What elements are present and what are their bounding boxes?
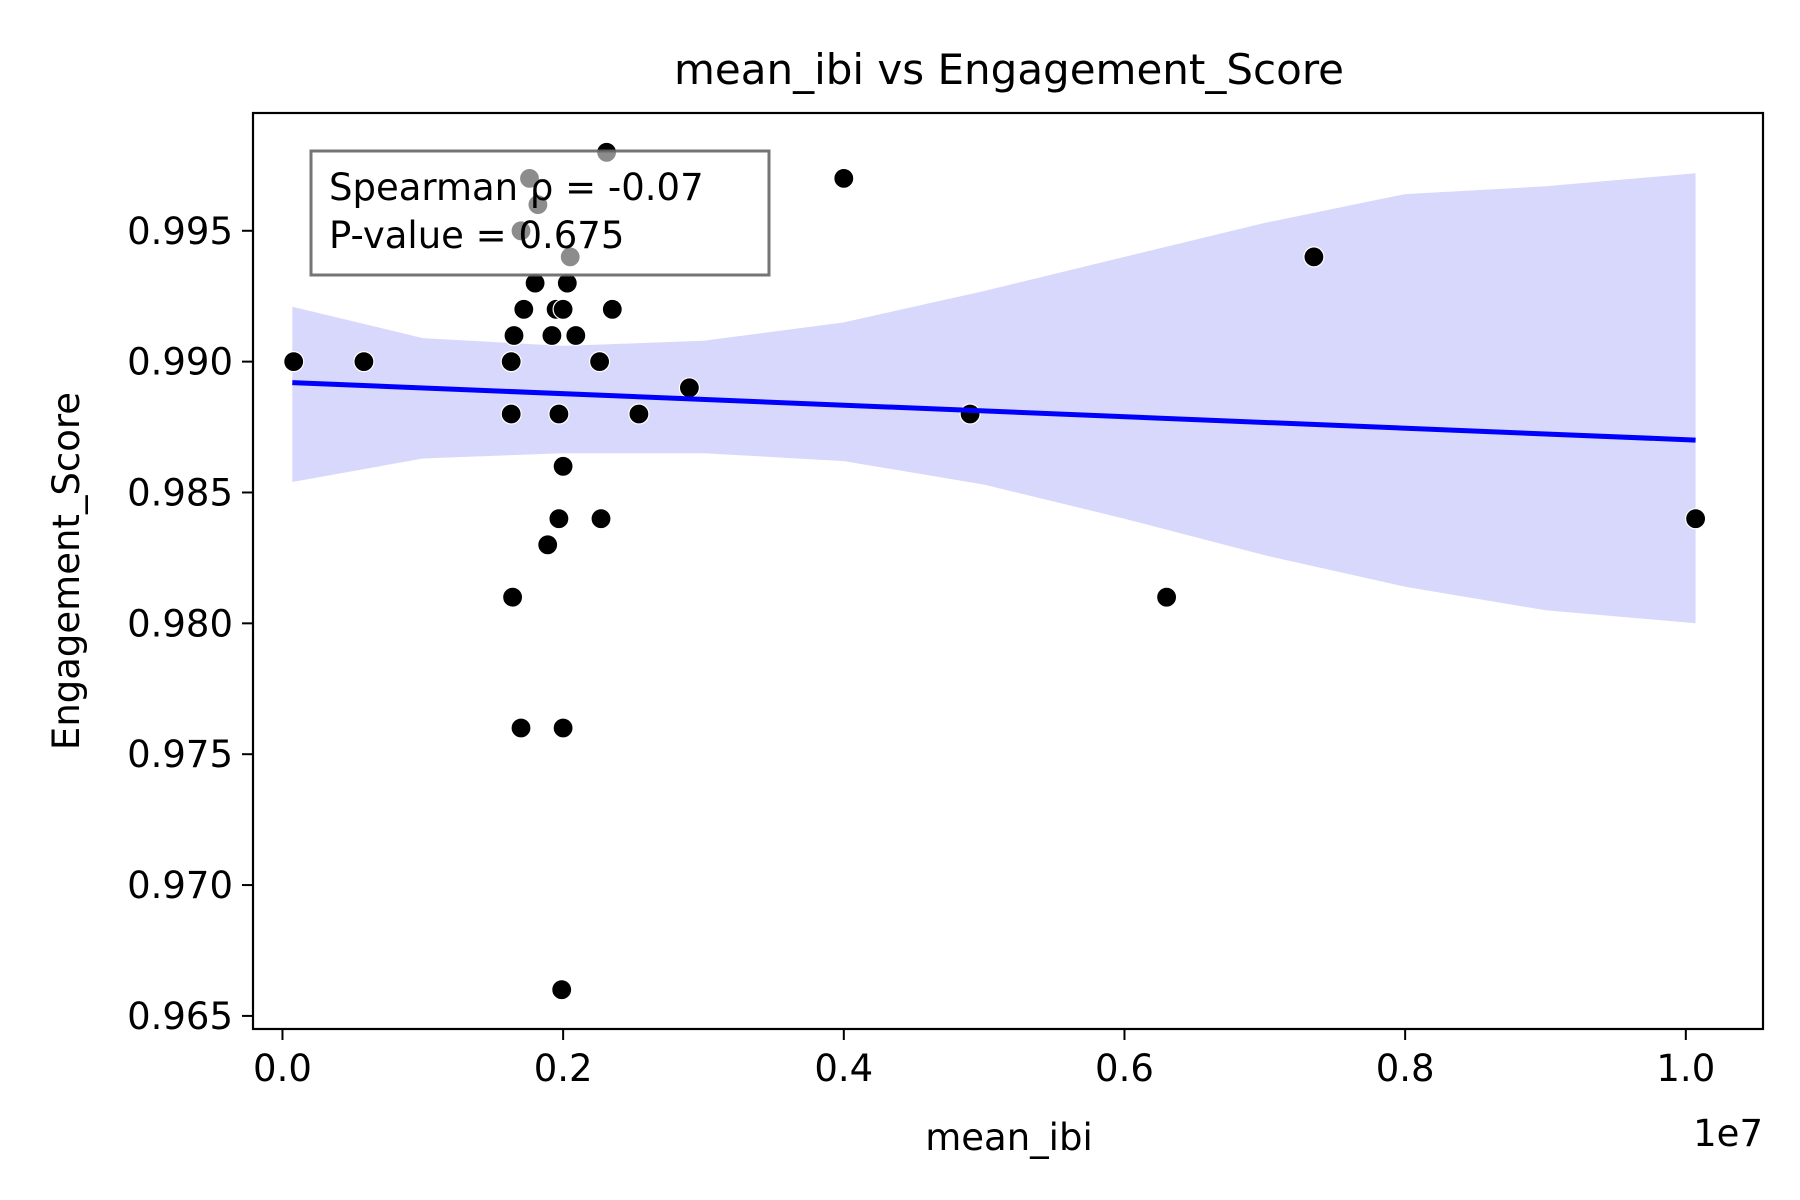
data-point — [833, 167, 855, 189]
x-tick-label: 0.4 — [814, 1047, 873, 1090]
data-point — [1684, 508, 1707, 530]
data-point — [541, 324, 563, 347]
y-tick-label: 0.970 — [127, 864, 233, 907]
data-point — [565, 324, 587, 347]
x-tick-label: 1.0 — [1656, 1047, 1715, 1090]
y-tick-label: 0.995 — [127, 210, 233, 253]
y-tick-label: 0.985 — [127, 471, 233, 514]
spearman-text: Spearman ρ = -0.07 — [329, 166, 704, 209]
data-point — [501, 586, 524, 608]
data-point — [959, 403, 981, 425]
data-point — [513, 298, 535, 320]
data-point — [590, 508, 612, 530]
data-point — [503, 324, 525, 347]
data-point — [353, 351, 375, 373]
data-point — [500, 403, 522, 425]
chart-title: mean_ibi vs Engagement_Score — [674, 45, 1344, 94]
regression-line-layer — [292, 380, 1696, 443]
x-axis-offset-label: 1e7 — [1693, 1112, 1763, 1155]
p-value-text: P-value = 0.675 — [329, 214, 624, 257]
x-tick-label: 0.6 — [1095, 1047, 1154, 1090]
regression-line — [292, 380, 1696, 443]
y-tick-label: 0.975 — [127, 733, 233, 776]
data-point — [548, 508, 570, 530]
data-point — [601, 298, 623, 320]
x-axis-ticks: 0.0 0.2 0.4 0.6 0.8 1.0 — [253, 1029, 1715, 1090]
data-point — [500, 351, 522, 373]
data-point — [552, 298, 574, 320]
data-point — [588, 351, 611, 373]
data-point — [628, 403, 650, 425]
data-point — [551, 979, 573, 1001]
confidence-band — [292, 173, 1696, 624]
correlation-annotation: Spearman ρ = -0.07 P-value = 0.675 — [309, 149, 771, 277]
y-axis-label: Engagement_Score — [45, 392, 88, 750]
plot-area-frame — [251, 111, 1765, 1031]
data-point — [1303, 246, 1325, 268]
data-point — [510, 717, 532, 739]
data-point — [283, 351, 305, 373]
data-point — [552, 455, 574, 477]
data-point — [678, 377, 701, 399]
data-point — [548, 403, 570, 425]
x-tick-label: 0.2 — [534, 1047, 593, 1090]
y-axis-ticks: 0.965 0.970 0.975 0.980 0.985 0.990 0.995 — [127, 210, 253, 1038]
data-point — [552, 717, 574, 739]
y-tick-label: 0.990 — [127, 341, 233, 384]
confidence-band-layer — [292, 173, 1696, 624]
x-tick-label: 0.8 — [1376, 1047, 1435, 1090]
x-axis-label: mean_ibi — [925, 1116, 1092, 1159]
data-point — [1155, 586, 1178, 608]
y-tick-label: 0.980 — [127, 602, 233, 645]
x-tick-label: 0.0 — [253, 1047, 312, 1090]
y-tick-label: 0.965 — [127, 995, 233, 1038]
annotation-frame — [309, 149, 771, 277]
data-point — [537, 534, 559, 556]
